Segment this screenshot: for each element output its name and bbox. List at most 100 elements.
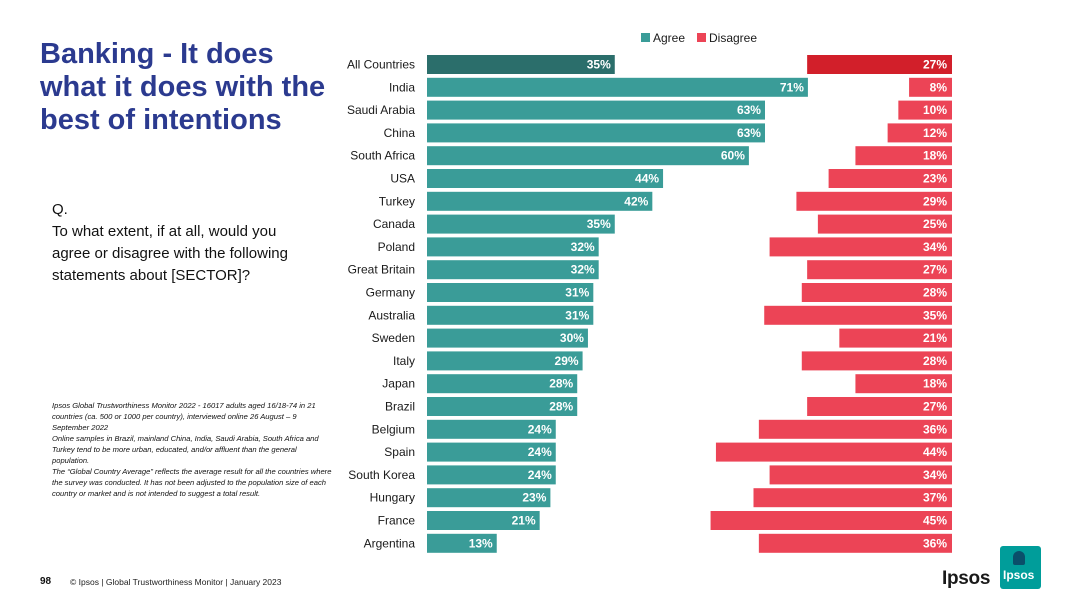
copyright-text: © Ipsos | Global Trustworthiness Monitor… [70,577,282,587]
disagree-value-label: 34% [923,240,947,254]
disagree-bar [758,533,952,553]
agree-value-label: 31% [565,286,589,300]
agree-bar [427,419,556,439]
agree-value-label: 28% [549,377,573,391]
category-label: Argentina [364,536,416,550]
category-label: Hungary [370,491,415,505]
disagree-bar [855,146,952,166]
agree-value-label: 35% [587,58,611,72]
agree-bar [427,169,664,188]
agree-value-label: 21% [512,514,536,528]
category-label: Australia [368,308,415,322]
disagree-bar [753,488,952,508]
agree-value-label: 24% [528,468,552,482]
agree-value-label: 23% [522,491,546,505]
page-title: Banking - It does what it does with the … [40,38,326,136]
agree-bar [427,488,551,508]
disagree-bar [807,260,952,280]
disagree-bar [715,442,952,462]
legend-agree-label: Agree [653,31,685,45]
disagree-bar [769,465,952,485]
note-line-1: Ipsos Global Trustworthiness Monitor 202… [52,401,316,432]
agree-value-label: 13% [469,536,493,550]
disagree-bar [764,305,952,325]
agree-value-label: 24% [528,445,552,459]
logo-mark [1013,551,1025,565]
agree-bar [427,374,578,394]
category-label: China [384,126,416,140]
disagree-value-label: 45% [923,514,947,528]
disagree-value-label: 29% [923,194,947,208]
agree-value-label: 31% [565,308,589,322]
category-label: Sweden [372,331,415,345]
category-label: Canada [373,217,415,231]
disagree-bar [839,328,952,348]
agree-bar [427,533,497,553]
disagree-value-label: 25% [923,217,947,231]
legend-disagree-label: Disagree [709,31,757,45]
survey-question: Q. To what extent, if at all, would you … [52,199,312,287]
disagree-bar [855,374,952,394]
disagree-value-label: 27% [923,58,947,72]
page-number: 98 [40,576,52,587]
agree-value-label: 32% [571,240,595,254]
disagree-value-label: 18% [923,377,947,391]
legend-agree-swatch [641,33,650,42]
agree-bar [427,260,599,280]
disagree-value-label: 28% [923,354,947,368]
disagree-value-label: 12% [923,126,947,140]
disagree-value-label: 36% [923,422,947,436]
disagree-value-label: 34% [923,468,947,482]
disagree-value-label: 44% [923,445,947,459]
category-label: Poland [378,240,415,254]
agree-value-label: 60% [721,149,745,163]
note-line-2: Online samples in Brazil, mainland China… [52,434,319,465]
disagree-bar [769,237,952,257]
category-label: Brazil [385,400,415,414]
agree-value-label: 42% [624,194,648,208]
disagree-bar [758,419,952,439]
disagree-value-label: 27% [923,263,947,277]
category-label: France [378,514,416,528]
category-label: South Africa [350,149,415,163]
agree-bar [427,305,594,325]
agree-bar [427,214,615,234]
agree-value-label: 24% [528,422,552,436]
agree-bar [427,351,583,371]
agree-value-label: 71% [780,80,804,94]
disagree-value-label: 8% [930,80,948,94]
category-label: Belgium [372,422,415,436]
disagree-value-label: 28% [923,286,947,300]
disagree-value-label: 23% [923,172,947,186]
note-line-3: The “Global Country Average” reflects th… [52,467,332,498]
brand-wordmark: Ipsos [942,568,991,589]
category-label: Saudi Arabia [347,103,415,117]
legend-disagree-swatch [697,33,706,42]
disagree-bar [807,55,952,74]
agree-value-label: 30% [560,331,584,345]
agree-bar [427,328,588,348]
agree-bar [427,397,578,416]
category-label: Japan [382,377,415,391]
agree-value-label: 35% [587,217,611,231]
disagree-bar [898,100,952,120]
agree-value-label: 28% [549,400,573,414]
methodology-note: Ipsos Global Trustworthiness Monitor 202… [52,400,334,499]
disagree-bar [887,123,952,143]
disagree-bar [710,511,952,530]
disagree-bar [796,191,952,211]
question-text: To what extent, if at all, would you agr… [52,223,288,284]
ipsos-logo-icon: Ipsos [1000,546,1041,589]
disagree-value-label: 18% [923,149,947,163]
agree-bar [427,191,653,211]
agree-value-label: 32% [571,263,595,277]
disagree-value-label: 35% [923,308,947,322]
disagree-value-label: 27% [923,400,947,414]
agree-value-label: 29% [555,354,579,368]
agree-bar [427,146,749,166]
question-prefix: Q. [52,201,68,218]
category-label: South Korea [348,468,415,482]
disagree-bar [801,283,952,302]
agree-bar [427,465,556,485]
